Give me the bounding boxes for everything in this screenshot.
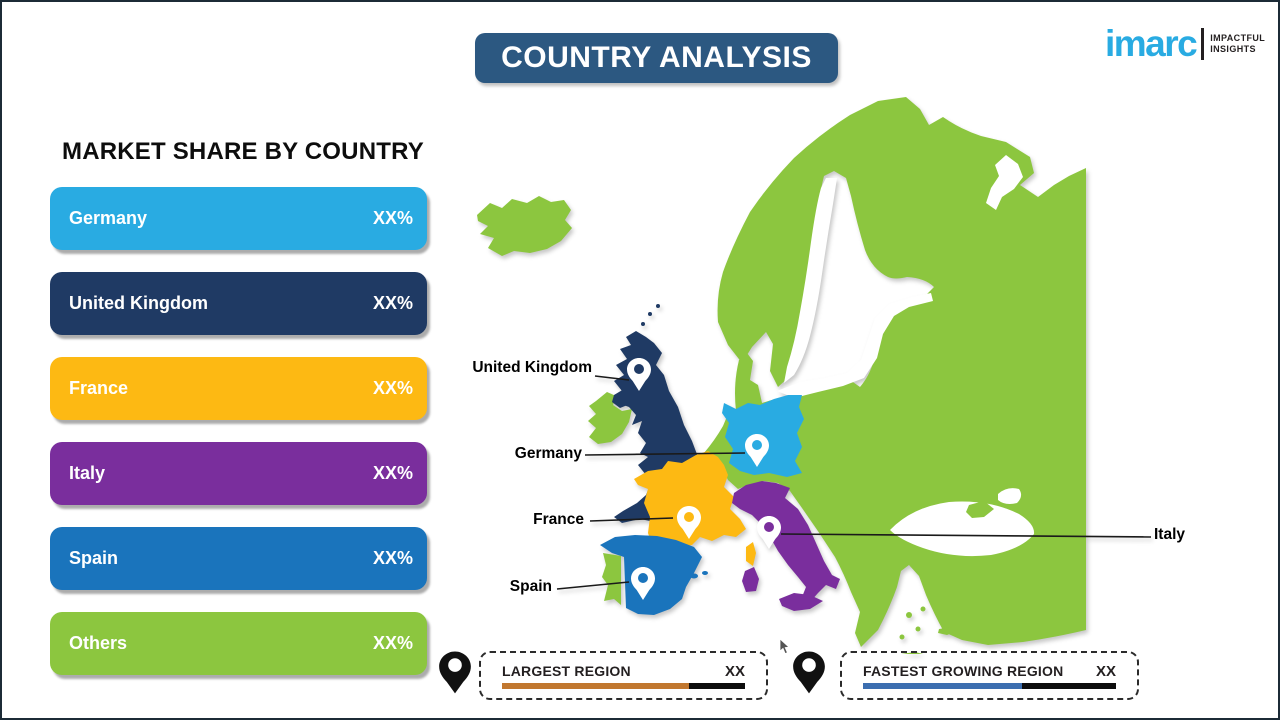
map-pin-spain <box>631 567 655 600</box>
largest-region-label: LARGEST REGION <box>502 662 631 679</box>
sea-of-azov <box>998 488 1022 504</box>
map-region-ireland <box>588 392 632 444</box>
country-label: Spain <box>69 548 119 568</box>
map-region-portugal <box>602 553 621 605</box>
fastest-growing-region-legend: FASTEST GROWING REGION XX <box>840 651 1139 700</box>
largest-region-value: XX <box>724 662 745 680</box>
share-value: XX% <box>372 633 413 653</box>
map-region-iceland <box>477 196 572 256</box>
title-banner: COUNTRY ANALYSIS <box>475 33 838 83</box>
market-share-heading: MARKET SHARE BY COUNTRY <box>62 138 424 165</box>
page-title: COUNTRY ANALYSIS <box>501 41 812 74</box>
mouse-cursor <box>779 638 790 655</box>
map-region-corsica <box>746 542 756 566</box>
imarc-logo: imarc IMPACTFUL INSIGHTS <box>1105 23 1265 64</box>
fastest-growing-region-value: XX <box>1095 662 1116 680</box>
white-sea <box>986 155 1023 210</box>
map-label-spain: Spain <box>509 578 552 595</box>
aegean-island <box>899 634 905 640</box>
map-pin-united-kingdom <box>627 358 651 391</box>
imarc-wordmark: imarc <box>1105 23 1198 64</box>
largest-region-legend: LARGEST REGION XX <box>479 651 768 700</box>
market-share-bar-germany: Germany XX% <box>50 187 427 250</box>
gulf-of-bothnia-sea <box>784 178 837 383</box>
map-label-france: France <box>533 511 584 528</box>
logo-tagline-line2: INSIGHTS <box>1210 44 1256 54</box>
map-label-united-kingdom: United Kingdom <box>472 359 592 376</box>
black-sea <box>890 501 1035 557</box>
balearic-island <box>702 571 708 575</box>
bar-segment-colored <box>863 682 1023 689</box>
share-value: XX% <box>372 548 413 568</box>
largest-region-bar <box>502 682 745 689</box>
map-region-others-mainland <box>704 97 1086 647</box>
aegean-island <box>915 626 921 632</box>
label-line-france <box>589 517 674 522</box>
map-region-italy <box>732 481 840 601</box>
map-label-germany: Germany <box>514 445 582 462</box>
fastest-growing-region-label: FASTEST GROWING REGION <box>863 662 1064 679</box>
country-label: Italy <box>69 463 106 483</box>
map-pin-germany <box>745 434 769 467</box>
share-value: XX% <box>372 463 413 483</box>
market-share-bar-spain: Spain XX% <box>50 527 427 590</box>
market-share-list: Germany XX% United Kingdom XX% France XX… <box>50 187 427 697</box>
market-share-bar-france: France XX% <box>50 357 427 420</box>
bar-segment-black <box>1022 682 1116 689</box>
country-label: United Kingdom <box>69 293 208 313</box>
balearic-island <box>690 573 698 579</box>
scottish-isle <box>641 322 645 326</box>
label-line-spain <box>556 581 630 590</box>
country-label: Others <box>69 633 128 653</box>
map-region-cyprus <box>938 627 957 635</box>
label-line-united-kingdom <box>594 375 630 381</box>
market-share-bar-united-kingdom: United Kingdom XX% <box>50 272 427 335</box>
map-region-sardinia <box>742 567 759 592</box>
baltic-sea <box>777 293 933 398</box>
bar-segment-black <box>689 682 745 689</box>
logo-divider <box>1201 28 1205 60</box>
map-pin-france <box>677 506 701 539</box>
country-label: Germany <box>69 208 148 228</box>
bar-segment-colored <box>502 682 690 689</box>
logo-tagline-line1: IMPACTFUL <box>1210 33 1266 43</box>
aegean-island <box>906 612 912 618</box>
map-label-italy: Italy <box>1154 526 1186 543</box>
map-region-crete <box>901 652 923 654</box>
logo-tagline: IMPACTFUL INSIGHTS <box>1210 33 1265 55</box>
label-line-germany <box>584 452 746 456</box>
scottish-isle <box>648 312 652 316</box>
label-line-italy <box>780 533 1152 538</box>
scottish-isle <box>656 304 660 308</box>
map-region-france <box>634 451 746 547</box>
share-value: XX% <box>372 208 413 228</box>
share-value: XX% <box>372 378 413 398</box>
aegean-island <box>920 606 926 612</box>
map-region-sicily <box>779 593 823 611</box>
country-label: France <box>69 378 129 398</box>
fastest-growing-region-bar <box>863 682 1116 689</box>
europe-map <box>477 97 1152 654</box>
market-share-bar-others: Others XX% <box>50 612 427 675</box>
map-region-crimea <box>966 501 994 518</box>
location-pin-icon <box>793 651 825 694</box>
map-pin-italy <box>757 516 781 549</box>
share-value: XX% <box>372 293 413 313</box>
location-pin-icon <box>439 651 471 694</box>
market-share-bar-italy: Italy XX% <box>50 442 427 505</box>
